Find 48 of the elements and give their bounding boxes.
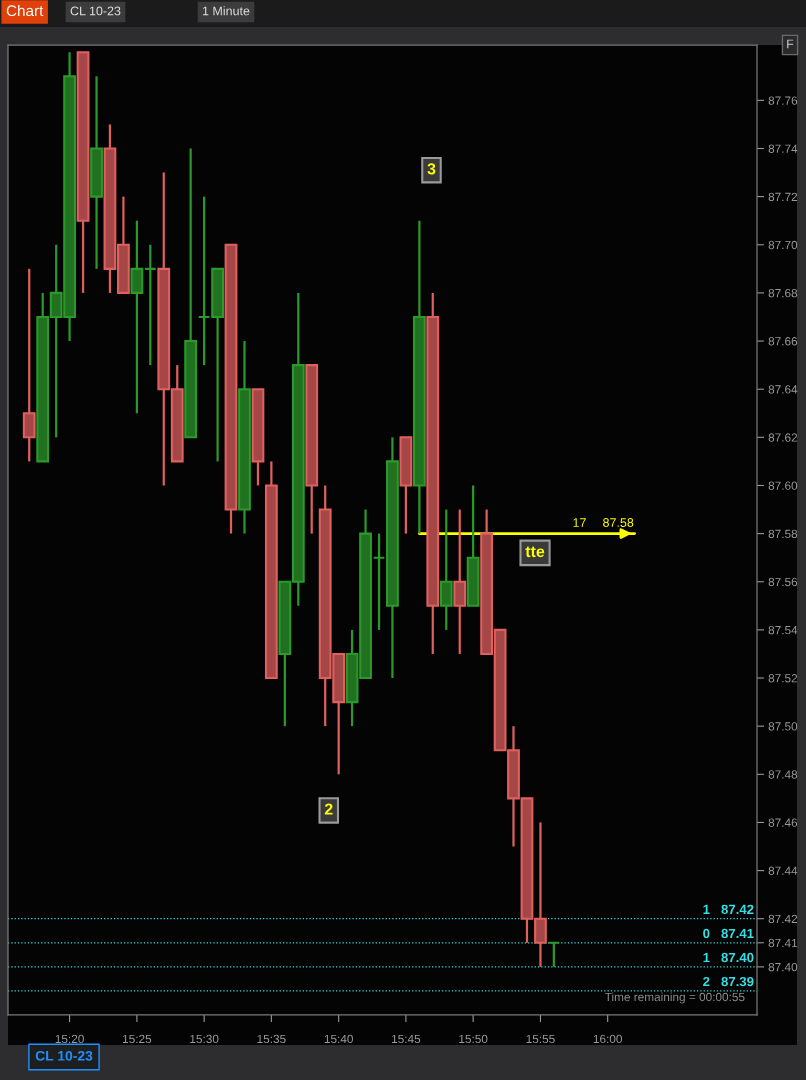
y-tick-label: 87.62 (768, 433, 798, 442)
x-tick-label: 15:45 (392, 1034, 421, 1044)
candlestick (143, 243, 157, 367)
y-tick-label: 87.41 (768, 938, 798, 948)
y-tick-label: 87.52 (768, 674, 798, 683)
y-tick-label: 87.40 (768, 962, 798, 972)
y-tick-label: 87.54 (768, 625, 798, 635)
ref-line-label: 1 87.42 (703, 904, 754, 915)
y-tick-label: 87.50 (768, 722, 798, 731)
annotation: 3 (427, 163, 436, 175)
ref-line-label: 2 87.39 (703, 976, 754, 987)
annotation: Time remaining = 00:00:55 (604, 992, 745, 1004)
candlestick (372, 532, 386, 631)
annotation: 2 (324, 803, 333, 815)
x-tick-label: 15:35 (257, 1034, 286, 1044)
candlestick (197, 195, 211, 367)
ref-line-label: 0 87.41 (703, 928, 754, 939)
chart-title: CL 10-23 (70, 6, 121, 16)
y-tick-label: 87.56 (768, 577, 798, 587)
y-tick-label: 87.76 (768, 96, 798, 105)
annotation: 87.58 (603, 518, 634, 527)
y-tick-label: 87.44 (768, 866, 798, 875)
x-tick-label: 16:00 (593, 1034, 622, 1044)
y-tick-label: 87.64 (768, 385, 798, 394)
candlestick (547, 941, 561, 968)
x-tick-label: 15:25 (123, 1034, 152, 1044)
y-tick-label: 87.48 (768, 770, 798, 779)
annotation: tte (525, 546, 545, 558)
annotation: 17 (573, 518, 586, 527)
y-tick-label: 87.68 (768, 288, 798, 298)
text: CL 10-23 (35, 1050, 93, 1061)
y-tick-label: 87.46 (768, 818, 798, 827)
x-tick-label: 15:30 (190, 1034, 219, 1044)
x-tick-label: 15:50 (459, 1034, 488, 1044)
x-tick-label: 15:55 (526, 1034, 555, 1044)
y-tick-label: 87.74 (768, 144, 798, 153)
y-tick-label: 87.70 (768, 240, 798, 250)
y-tick-label: 87.42 (768, 914, 798, 924)
x-tick-label: 15:40 (324, 1034, 353, 1044)
y-tick-label: 87.58 (768, 529, 798, 538)
text: F (787, 39, 794, 49)
y-tick-label: 87.60 (768, 481, 798, 490)
y-tick-label: 87.66 (768, 337, 798, 346)
text: Chart (6, 4, 44, 17)
y-tick-label: 87.72 (768, 192, 798, 202)
x-tick-label: 15:20 (55, 1034, 84, 1044)
ref-line-label: 1 87.40 (703, 952, 754, 963)
chart-subtitle: 1 Minute (202, 6, 250, 16)
